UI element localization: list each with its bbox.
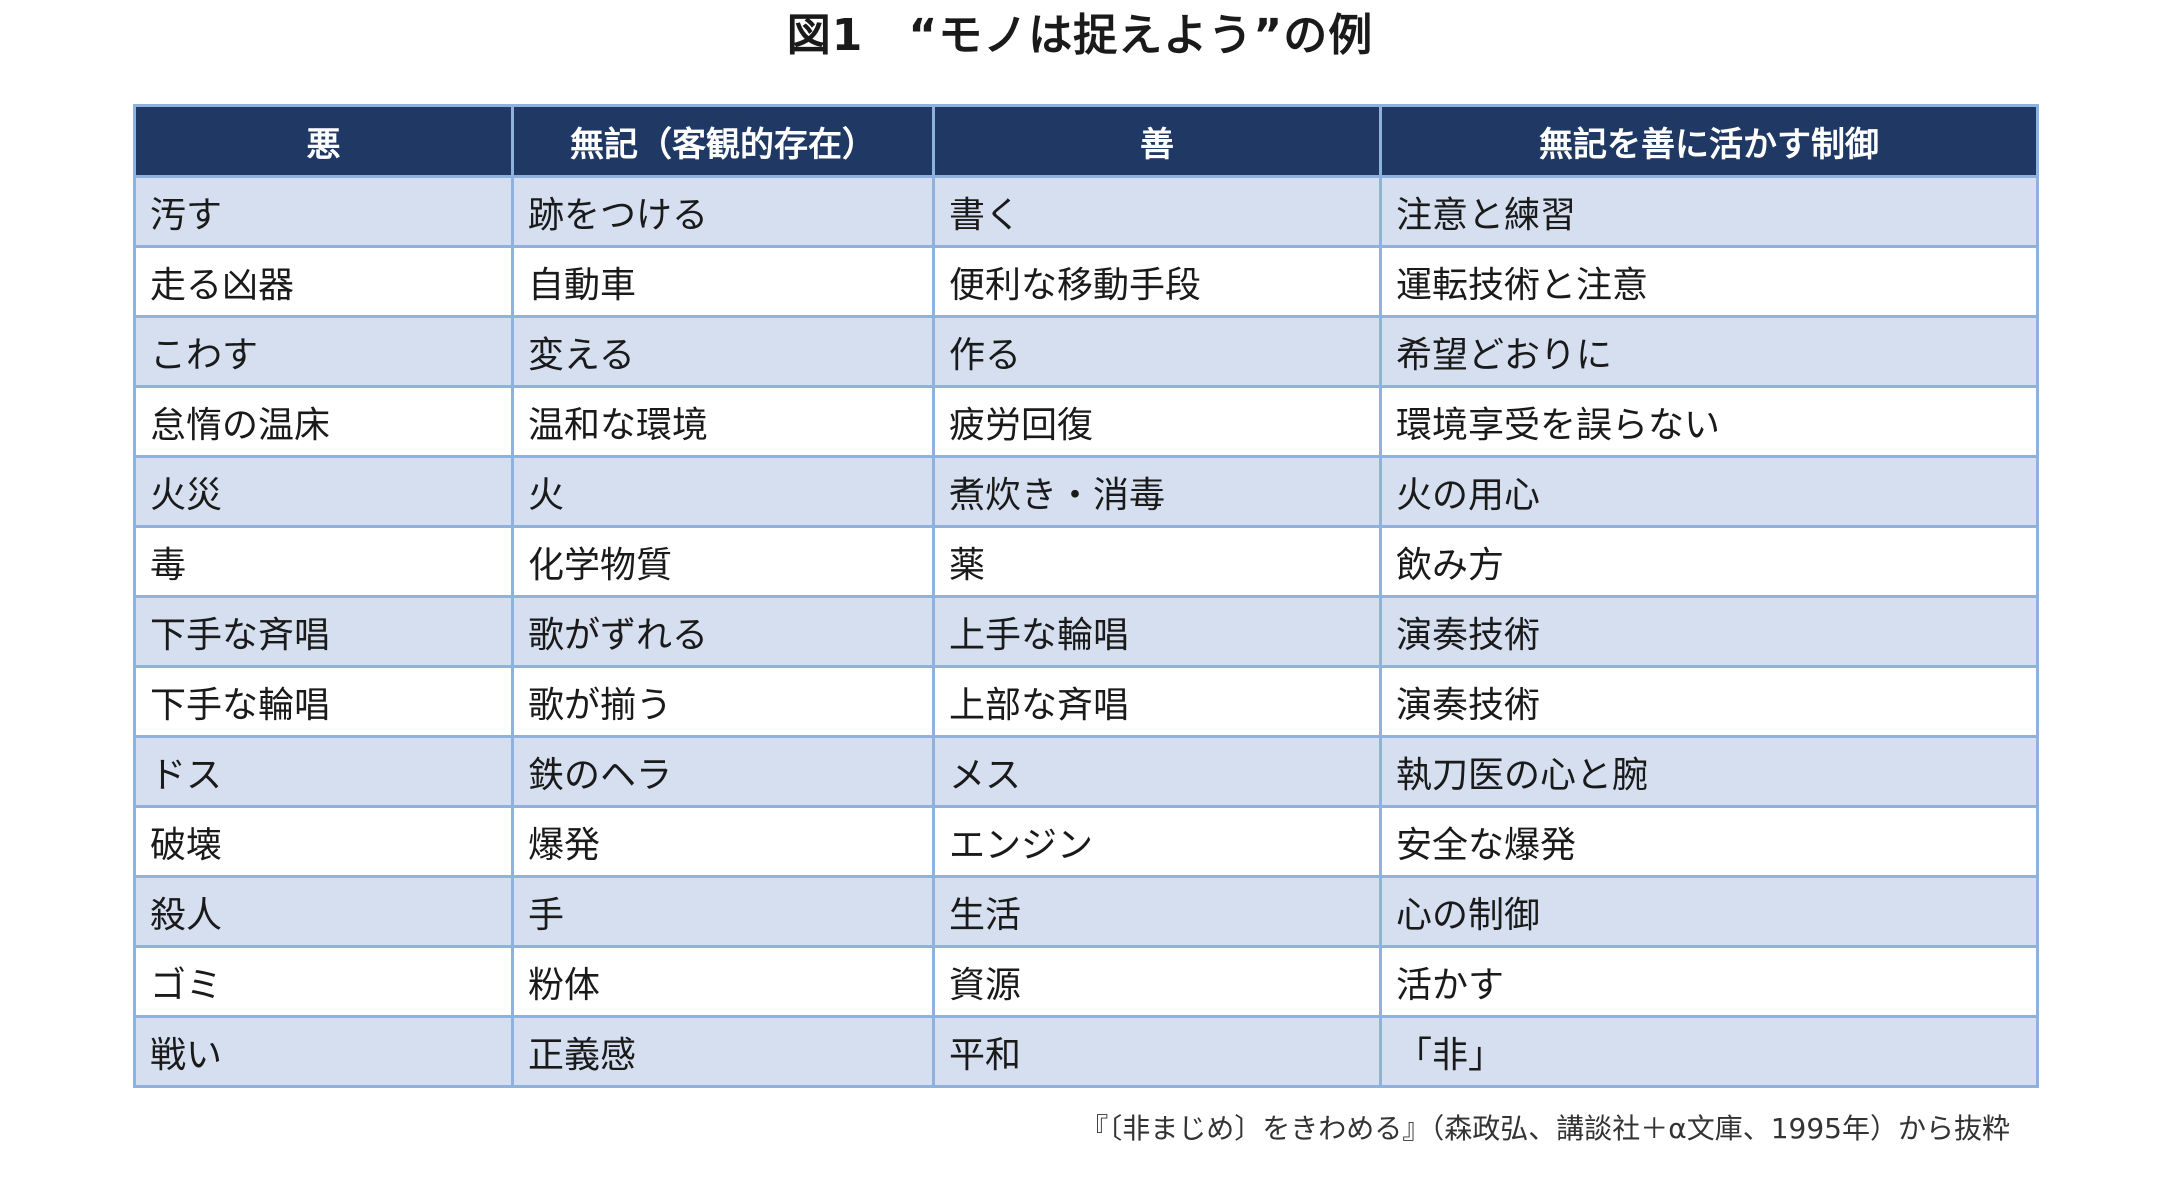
table-cell: 下手な斉唱	[133, 595, 514, 668]
table-cell: 生活	[932, 875, 1382, 948]
table-row: こわす 変える 作る 希望どおりに	[133, 315, 2039, 388]
table-cell: 心の制御	[1379, 875, 2039, 948]
table-cell: 歌がずれる	[511, 595, 935, 668]
table-row: ドス 鉄のヘラ メス 執刀医の心と腕	[133, 735, 2039, 808]
table-cell: こわす	[133, 315, 514, 388]
table-row: 怠惰の温床 温和な環境 疲労回復 環境享受を誤らない	[133, 385, 2039, 458]
table-cell: 環境享受を誤らない	[1379, 385, 2039, 458]
table-cell: 活かす	[1379, 945, 2039, 1018]
table-cell: 手	[511, 875, 935, 948]
table-cell: メス	[932, 735, 1382, 808]
table-cell: 火の用心	[1379, 455, 2039, 528]
table-cell: 破壊	[133, 805, 514, 878]
table-row: 火災 火 煮炊き・消毒 火の用心	[133, 455, 2039, 528]
table-cell: ゴミ	[133, 945, 514, 1018]
table-header-row: 悪 無記（客観的存在） 善 無記を善に活かす制御	[133, 104, 2039, 178]
table-cell: 殺人	[133, 875, 514, 948]
table-row: 走る凶器 自動車 便利な移動手段 運転技術と注意	[133, 245, 2039, 318]
table-cell: 書く	[932, 175, 1382, 248]
table-cell: 跡をつける	[511, 175, 935, 248]
table-cell: 安全な爆発	[1379, 805, 2039, 878]
table-cell: 鉄のヘラ	[511, 735, 935, 808]
table-cell: 疲労回復	[932, 385, 1382, 458]
figure-title: 図1 “モノは捉えよう”の例	[786, 10, 1374, 61]
table-cell: 上手な輪唱	[932, 595, 1382, 668]
table-cell: 注意と練習	[1379, 175, 2039, 248]
table-cell: 粉体	[511, 945, 935, 1018]
comparison-table: 悪 無記（客観的存在） 善 無記を善に活かす制御 汚す 跡をつける 書く 注意と…	[133, 104, 2039, 1088]
table-cell: 歌が揃う	[511, 665, 935, 738]
table-row: 下手な輪唱 歌が揃う 上部な斉唱 演奏技術	[133, 665, 2039, 738]
table-cell: 火災	[133, 455, 514, 528]
table-row: 毒 化学物質 薬 飲み方	[133, 525, 2039, 598]
table-cell: 執刀医の心と腕	[1379, 735, 2039, 808]
table-cell: 演奏技術	[1379, 595, 2039, 668]
table-cell: 汚す	[133, 175, 514, 248]
table-row: 殺人 手 生活 心の制御	[133, 875, 2039, 948]
table-cell: 毒	[133, 525, 514, 598]
table-cell: 運転技術と注意	[1379, 245, 2039, 318]
source-citation: 『〔非まじめ〕をきわめる』（森政弘、講談社＋α文庫、1995年）から抜粋	[1080, 1112, 2010, 1145]
table-cell: 作る	[932, 315, 1382, 388]
table-cell: 正義感	[511, 1015, 935, 1088]
table-cell: 下手な輪唱	[133, 665, 514, 738]
table-cell: 戦い	[133, 1015, 514, 1088]
header-control: 無記を善に活かす制御	[1379, 104, 2039, 178]
table-cell: 上部な斉唱	[932, 665, 1382, 738]
table-row: 戦い 正義感 平和 「非」	[133, 1015, 2039, 1088]
table-cell: 演奏技術	[1379, 665, 2039, 738]
table-cell: 資源	[932, 945, 1382, 1018]
table-row: 汚す 跡をつける 書く 注意と練習	[133, 175, 2039, 248]
table-cell: 希望どおりに	[1379, 315, 2039, 388]
table-row: 下手な斉唱 歌がずれる 上手な輪唱 演奏技術	[133, 595, 2039, 668]
table-row: ゴミ 粉体 資源 活かす	[133, 945, 2039, 1018]
table-cell: 走る凶器	[133, 245, 514, 318]
table-cell: 温和な環境	[511, 385, 935, 458]
table-cell: 化学物質	[511, 525, 935, 598]
table-cell: 火	[511, 455, 935, 528]
table-cell: 爆発	[511, 805, 935, 878]
table-cell: 薬	[932, 525, 1382, 598]
table-cell: 平和	[932, 1015, 1382, 1088]
table-cell: 怠惰の温床	[133, 385, 514, 458]
table-cell: 飲み方	[1379, 525, 2039, 598]
table-cell: 「非」	[1379, 1015, 2039, 1088]
table-cell: 煮炊き・消毒	[932, 455, 1382, 528]
header-good: 善	[932, 104, 1382, 178]
table-cell: 変える	[511, 315, 935, 388]
header-neutral: 無記（客観的存在）	[511, 104, 935, 178]
table-cell: 便利な移動手段	[932, 245, 1382, 318]
table-cell: 自動車	[511, 245, 935, 318]
header-evil: 悪	[133, 104, 514, 178]
table-cell: ドス	[133, 735, 514, 808]
table-cell: エンジン	[932, 805, 1382, 878]
table-row: 破壊 爆発 エンジン 安全な爆発	[133, 805, 2039, 878]
